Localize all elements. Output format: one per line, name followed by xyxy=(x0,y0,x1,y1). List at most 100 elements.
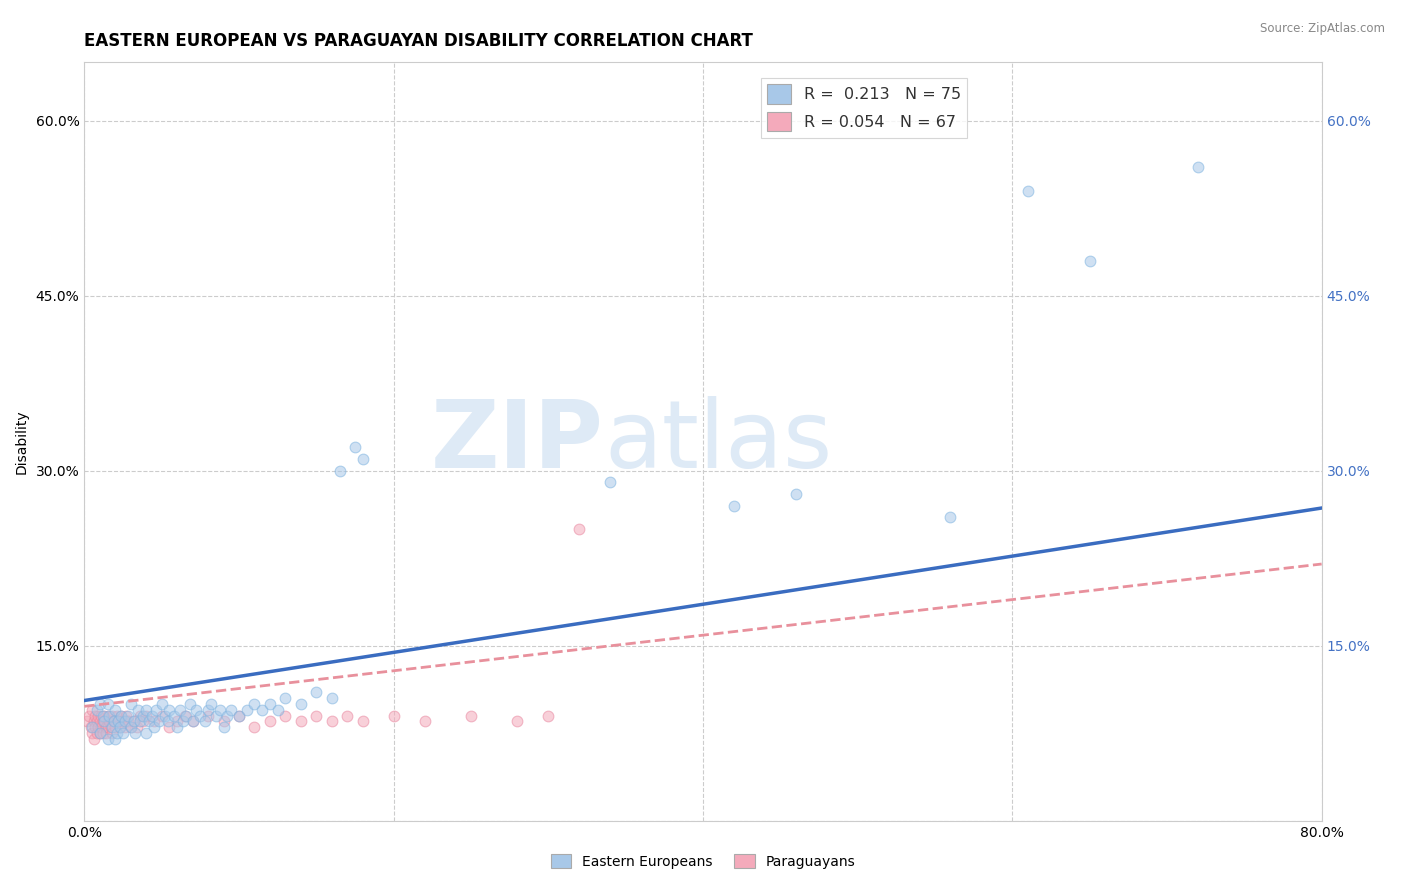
Point xyxy=(91,708,114,723)
Point xyxy=(91,726,114,740)
Point xyxy=(103,714,125,729)
Point xyxy=(108,720,131,734)
Point xyxy=(90,708,112,723)
Point xyxy=(176,708,198,723)
Point xyxy=(382,708,405,723)
Point xyxy=(89,726,111,740)
Point xyxy=(215,708,238,723)
Point xyxy=(104,703,127,717)
Point xyxy=(305,708,328,723)
Point xyxy=(321,691,343,706)
Point xyxy=(138,714,160,729)
Legend: Eastern Europeans, Paraguayans: Eastern Europeans, Paraguayans xyxy=(546,848,860,874)
Point xyxy=(110,708,132,723)
Point xyxy=(209,703,232,717)
Point xyxy=(274,708,297,723)
Point xyxy=(785,487,807,501)
Point xyxy=(110,708,132,723)
Point xyxy=(169,703,191,717)
Point xyxy=(200,697,222,711)
Point xyxy=(336,708,359,723)
Point xyxy=(197,703,219,717)
Point xyxy=(114,714,136,729)
Point xyxy=(181,714,204,729)
Point xyxy=(184,703,207,717)
Point xyxy=(107,714,129,729)
Point xyxy=(87,720,110,734)
Point xyxy=(87,708,110,723)
Point xyxy=(117,708,139,723)
Point xyxy=(235,703,259,717)
Point xyxy=(83,714,105,729)
Point xyxy=(93,708,115,723)
Point xyxy=(274,691,297,706)
Point xyxy=(290,697,312,711)
Point xyxy=(82,703,104,717)
Point xyxy=(120,697,142,711)
Point xyxy=(100,720,122,734)
Point xyxy=(259,714,281,729)
Point xyxy=(125,720,148,734)
Point xyxy=(1017,184,1039,198)
Point xyxy=(96,720,118,734)
Point xyxy=(166,720,188,734)
Point xyxy=(172,714,194,729)
Point xyxy=(148,714,170,729)
Point xyxy=(159,703,180,717)
Point xyxy=(117,714,139,729)
Point xyxy=(141,708,163,723)
Point xyxy=(108,720,131,734)
Point xyxy=(82,720,104,734)
Point xyxy=(115,708,138,723)
Point xyxy=(143,720,166,734)
Y-axis label: Disability: Disability xyxy=(14,409,28,474)
Point xyxy=(122,714,145,729)
Point xyxy=(135,726,157,740)
Point xyxy=(104,731,127,746)
Point xyxy=(135,708,157,723)
Point xyxy=(506,714,529,729)
Point xyxy=(194,714,217,729)
Point xyxy=(101,726,124,740)
Point xyxy=(127,703,149,717)
Point xyxy=(120,720,142,734)
Point xyxy=(89,714,111,729)
Point xyxy=(79,720,101,734)
Point xyxy=(219,703,242,717)
Point xyxy=(1078,253,1101,268)
Point xyxy=(205,708,228,723)
Point xyxy=(129,714,152,729)
Point xyxy=(568,522,591,536)
Point xyxy=(179,697,201,711)
Point xyxy=(243,720,266,734)
Point xyxy=(228,708,250,723)
Point xyxy=(91,714,114,729)
Point xyxy=(150,708,173,723)
Point xyxy=(104,720,127,734)
Point xyxy=(153,708,176,723)
Point xyxy=(82,726,104,740)
Point xyxy=(150,697,173,711)
Point xyxy=(124,726,146,740)
Point xyxy=(89,726,111,740)
Point xyxy=(228,708,250,723)
Point xyxy=(143,714,166,729)
Point xyxy=(83,731,105,746)
Point xyxy=(243,697,266,711)
Point xyxy=(84,720,107,734)
Point xyxy=(343,441,366,455)
Text: Source: ZipAtlas.com: Source: ZipAtlas.com xyxy=(1260,22,1385,36)
Point xyxy=(156,714,179,729)
Point xyxy=(250,703,273,717)
Point xyxy=(290,714,312,729)
Point xyxy=(96,731,118,746)
Point xyxy=(135,703,157,717)
Point xyxy=(94,720,117,734)
Point xyxy=(305,685,328,699)
Point xyxy=(96,708,118,723)
Point xyxy=(197,708,219,723)
Point xyxy=(132,708,155,723)
Point xyxy=(86,726,108,740)
Point xyxy=(90,720,112,734)
Point xyxy=(174,708,197,723)
